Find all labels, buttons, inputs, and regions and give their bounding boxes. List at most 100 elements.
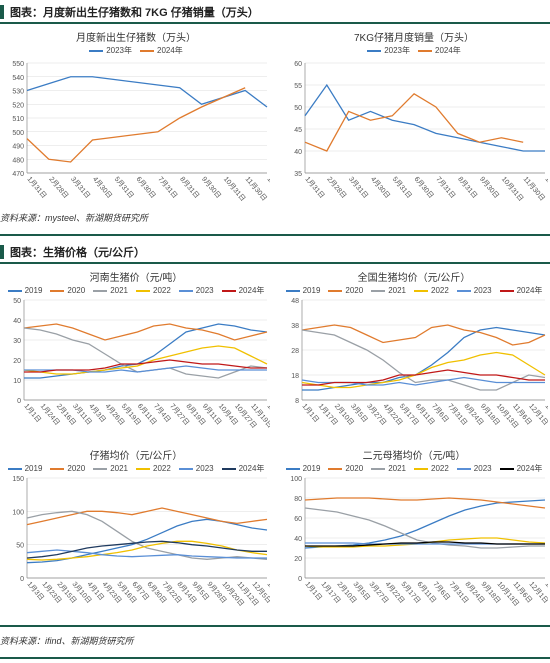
chart-legend: 201920202021202220232024年 <box>8 285 265 296</box>
legend-swatch <box>8 468 22 470</box>
svg-text:0: 0 <box>298 576 302 583</box>
svg-text:8: 8 <box>295 398 299 405</box>
legend-label: 2024年 <box>157 45 183 56</box>
svg-text:10月31日: 10月31日 <box>500 175 525 203</box>
legend-label: 2021 <box>388 464 406 473</box>
legend-swatch <box>371 290 385 292</box>
svg-text:11月30日: 11月30日 <box>522 175 547 202</box>
svg-text:100: 100 <box>12 509 24 516</box>
svg-text:8月31日: 8月31日 <box>456 175 479 200</box>
svg-text:500: 500 <box>12 130 24 137</box>
svg-text:10月31日: 10月31日 <box>222 175 247 203</box>
legend-item: 2022 <box>136 463 171 474</box>
chart-henan-price: 河南生猪价（元/吨） 201920202021202220232024年 010… <box>0 269 272 443</box>
legend-label: 2024年 <box>517 285 543 296</box>
chart-legend: 2023年 2024年 <box>89 45 183 56</box>
chart-7kg-sales: 7KG仔猪月度销量（万头） 2023年2024年 3540455055601月3… <box>278 29 550 208</box>
svg-text:3月31日: 3月31日 <box>347 175 370 200</box>
svg-text:28: 28 <box>291 348 299 355</box>
legend-item: 2020 <box>328 285 363 296</box>
svg-text:470: 470 <box>12 171 24 178</box>
divider <box>0 234 550 236</box>
legend-label: 2020 <box>67 286 85 295</box>
chart-svg: 010203040501月1日1月24日2月16日3月11日4月3日4月26日5… <box>2 298 270 443</box>
legend-swatch <box>136 468 150 470</box>
legend-item: 2023年 <box>89 45 132 56</box>
chart-legend: 2023年2024年 <box>367 45 461 56</box>
svg-text:480: 480 <box>12 157 24 164</box>
legend-item: 2022 <box>414 285 449 296</box>
chart-title: 河南生猪价（元/吨） <box>90 269 183 284</box>
svg-text:20: 20 <box>13 358 21 365</box>
chart-legend: 201920202021202220232024年 <box>8 463 265 474</box>
svg-text:18: 18 <box>291 373 299 380</box>
legend-label: 2019 <box>25 286 43 295</box>
legend-swatch <box>414 290 428 292</box>
svg-text:48: 48 <box>291 298 299 305</box>
section-2-title: 图表：生猪价格（元/公斤） <box>10 244 145 260</box>
svg-text:1月31日: 1月31日 <box>303 175 326 200</box>
legend-swatch <box>222 290 236 292</box>
legend-label: 2024年 <box>239 463 265 474</box>
chart-national-price: 全国生猪均价（元/公斤） 201920202021202220232024年 8… <box>278 269 550 443</box>
chart-title: 全国生猪均价（元/公斤） <box>358 269 471 284</box>
legend-swatch <box>50 290 64 292</box>
section-1-header: 图表：月度新出生仔猪数和 7KG 仔猪销量（万头） <box>0 0 550 24</box>
legend-item: 2019 <box>8 463 43 474</box>
svg-text:40: 40 <box>294 536 302 543</box>
svg-text:4月30日: 4月30日 <box>369 175 392 200</box>
svg-text:490: 490 <box>12 144 24 151</box>
svg-text:35: 35 <box>294 171 302 178</box>
legend-item: 2024年 <box>140 45 183 56</box>
section-1-title: 图表：月度新出生仔猪数和 7KG 仔猪销量（万头） <box>10 4 259 20</box>
svg-text:150: 150 <box>12 476 24 483</box>
svg-text:40: 40 <box>294 149 302 156</box>
section-2-source: 资料来源：ifind、新湖期货研究所 <box>0 631 550 653</box>
legend-swatch <box>8 290 22 292</box>
chart-svg: 0501001501月3日1月23日2月15日3月10日4月1日4月23日5月1… <box>2 476 270 621</box>
legend-item: 2024年 <box>500 463 543 474</box>
legend-item: 2024年 <box>500 285 543 296</box>
chart-piglet-price: 仔猪均价（元/公斤） 201920202021202220232024年 050… <box>0 447 272 621</box>
svg-text:1月31日: 1月31日 <box>25 175 48 200</box>
legend-item: 2024年 <box>418 45 461 56</box>
svg-text:530: 530 <box>12 89 24 96</box>
legend-swatch <box>457 468 471 470</box>
legend-swatch <box>328 468 342 470</box>
svg-text:100: 100 <box>290 476 302 483</box>
legend-label: 2019 <box>25 464 43 473</box>
legend-swatch <box>457 290 471 292</box>
svg-text:55: 55 <box>294 83 302 90</box>
legend-item: 2022 <box>414 463 449 474</box>
legend-label: 2021 <box>110 286 128 295</box>
legend-label: 2020 <box>345 286 363 295</box>
legend-item: 2024年 <box>222 285 265 296</box>
legend-swatch <box>371 468 385 470</box>
svg-text:45: 45 <box>294 127 302 134</box>
legend-item: 2021 <box>371 285 406 296</box>
chart-svg: 4704804905005105205305405501月31日2月28日3月3… <box>2 58 270 208</box>
legend-swatch <box>500 468 514 470</box>
legend-swatch <box>414 468 428 470</box>
header-accent-bar <box>0 5 4 19</box>
svg-text:510: 510 <box>12 116 24 123</box>
svg-text:60: 60 <box>294 516 302 523</box>
svg-text:550: 550 <box>12 61 24 68</box>
svg-text:30: 30 <box>13 338 21 345</box>
legend-swatch <box>328 290 342 292</box>
legend-item: 2020 <box>50 463 85 474</box>
legend-swatch <box>418 50 432 52</box>
svg-text:50: 50 <box>13 298 21 305</box>
svg-text:520: 520 <box>12 102 24 109</box>
legend-label: 2024年 <box>517 463 543 474</box>
legend-swatch <box>93 468 107 470</box>
legend-label: 2020 <box>67 464 85 473</box>
legend-item: 2020 <box>50 285 85 296</box>
svg-text:6月30日: 6月30日 <box>135 175 158 200</box>
legend-item: 2023 <box>179 285 214 296</box>
header-accent-bar <box>0 245 4 259</box>
legend-label: 2024年 <box>239 285 265 296</box>
legend-swatch <box>93 290 107 292</box>
legend-label: 2021 <box>110 464 128 473</box>
legend-label: 2019 <box>303 286 321 295</box>
